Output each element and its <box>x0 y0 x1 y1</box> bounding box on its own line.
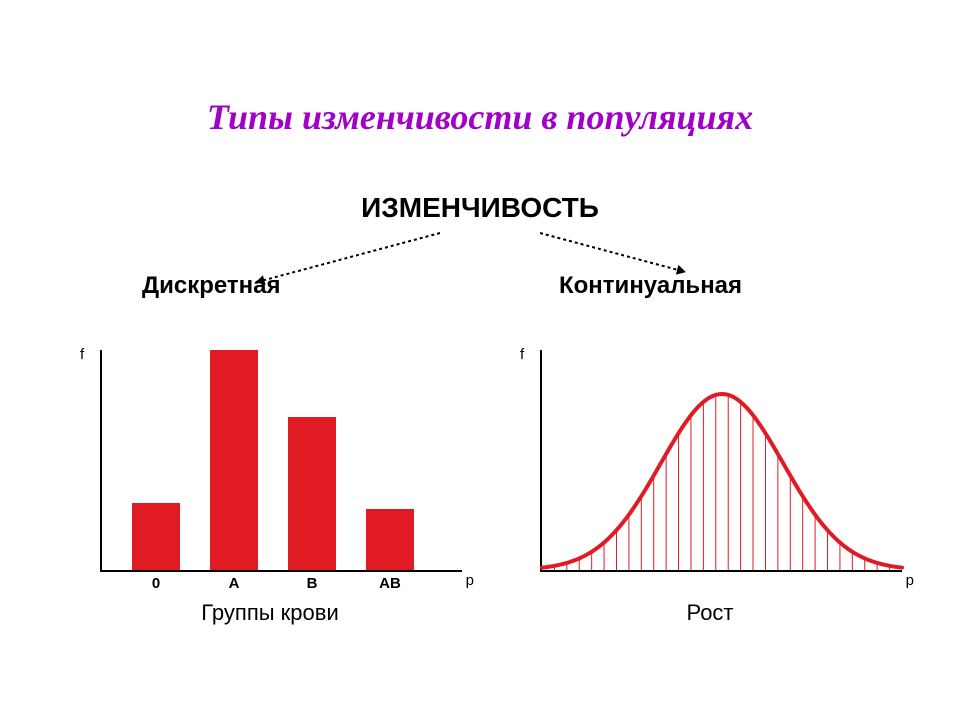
discrete-chart: f p 0ABAB Группы крови <box>60 340 480 620</box>
bar-AB: AB <box>366 509 414 570</box>
bar-A: A <box>210 350 258 570</box>
arrow-to-discrete <box>256 232 440 283</box>
normal-curve-svg <box>542 350 902 570</box>
x-axis-label-right: p <box>906 572 914 589</box>
continuous-chart: f p Рост <box>500 340 920 620</box>
slide: Типы изменчивости в популяциях ИЗМЕНЧИВО… <box>0 0 960 720</box>
y-axis-label-right: f <box>520 346 524 363</box>
normal-curve <box>542 394 902 568</box>
x-axis-label-left: p <box>466 572 474 589</box>
bar-B: B <box>288 417 336 570</box>
bar-tick-A: A <box>210 575 258 592</box>
continuous-caption: Рост <box>500 600 920 626</box>
continuous-axes <box>540 350 902 572</box>
branch-label-discrete: Дискретная <box>142 272 281 300</box>
discrete-caption: Группы крови <box>60 600 480 626</box>
bar-0: 0 <box>132 503 180 570</box>
arrow-to-continuous <box>540 232 685 273</box>
bar-tick-B: B <box>288 575 336 592</box>
y-axis-label-left: f <box>80 346 84 363</box>
subtitle: ИЗМЕНЧИВОСТЬ <box>0 192 960 224</box>
branch-label-continuous: Континуальная <box>559 272 742 300</box>
discrete-axes: 0ABAB <box>100 350 462 572</box>
bar-tick-AB: AB <box>366 575 414 592</box>
page-title: Типы изменчивости в популяциях <box>0 96 960 138</box>
bar-tick-0: 0 <box>132 575 180 592</box>
